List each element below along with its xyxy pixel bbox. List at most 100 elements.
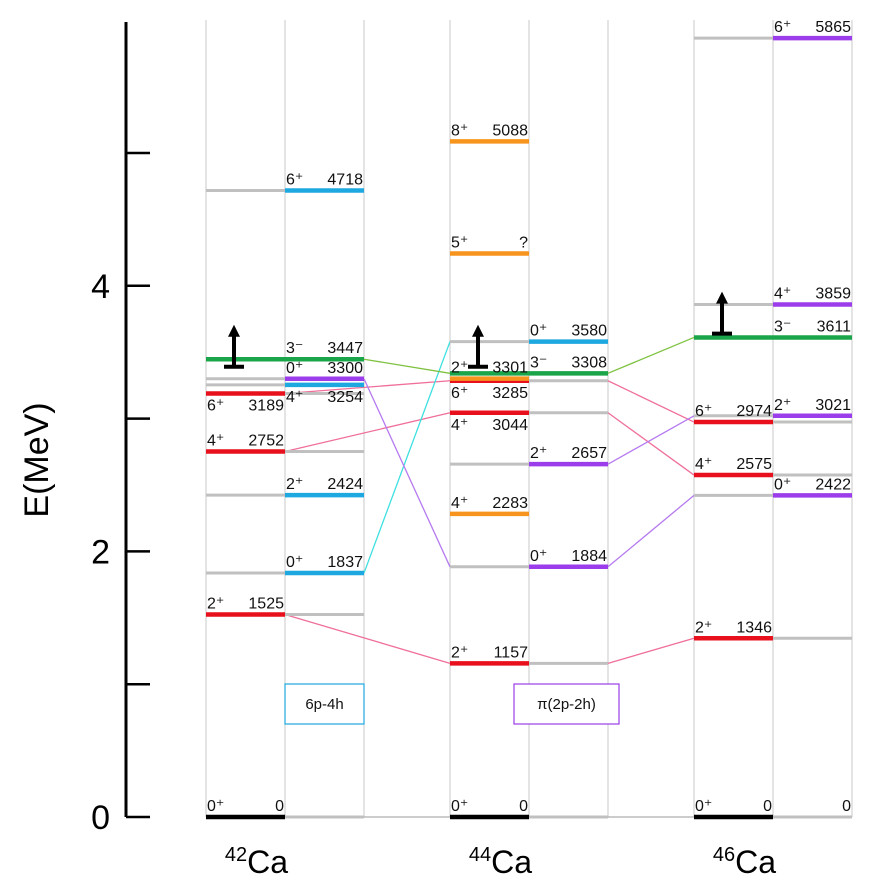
level-energy-label: 0: [519, 798, 528, 815]
level-spin-label: 4⁺: [451, 417, 468, 434]
level-energy-label: 4718: [327, 171, 363, 188]
level-energy-label: 3859: [815, 286, 851, 303]
arrow-head: [716, 291, 728, 304]
connection-line: [363, 378, 451, 568]
level-energy-label: ?: [519, 235, 528, 252]
level-spin-label: 0⁺: [286, 554, 303, 571]
connection-lines: [284, 336, 695, 664]
level-spin-label: 6⁺: [451, 385, 468, 402]
level-energy-label: 2422: [815, 476, 851, 493]
connection-line: [607, 412, 695, 476]
connection-line: [363, 358, 451, 374]
level-spin-label: 0⁺: [451, 798, 468, 815]
connection-line: [607, 637, 695, 664]
configuration-box: [284, 683, 365, 725]
level-energy-label: 2657: [571, 445, 607, 462]
y-axis: 0 2 4: [91, 22, 150, 837]
isotope-mass-number: 42: [225, 844, 247, 866]
level-energy-label: 1157: [494, 644, 529, 661]
level-energy-label: 3254: [327, 389, 363, 406]
level-spin-label: 4⁺: [774, 286, 791, 303]
connection-line: [607, 336, 695, 374]
level-spin-label: 6⁺: [207, 398, 224, 415]
level-spin-label: 2⁺: [207, 595, 224, 612]
level-energy-label: 0: [842, 798, 851, 815]
level-energy-label: 3189: [248, 398, 284, 415]
configuration-box-label: 6p-4h: [305, 696, 343, 713]
level-energy-label: 3447: [327, 340, 363, 357]
isotope-label: 42Ca: [225, 844, 288, 880]
y-tick-label: 2: [91, 533, 110, 571]
level-spin-label: 4⁺: [207, 433, 224, 450]
level-energy-label: 2424: [327, 476, 363, 493]
level-energy-label: 5865: [815, 19, 851, 36]
level-spin-label: 0⁺: [286, 360, 303, 377]
isotope-mass-number: 44: [469, 844, 491, 866]
isotope-label: 46Ca: [713, 844, 776, 880]
level-energy-label: 2575: [736, 456, 772, 473]
connection-line: [284, 412, 451, 453]
level-energy-label: 3301: [492, 360, 528, 377]
level-spin-label: 0⁺: [207, 798, 224, 815]
configuration-box: [513, 683, 620, 725]
level-energy-label: 2283: [492, 495, 528, 512]
y-axis-title: E(MeV): [18, 402, 56, 517]
level-spin-label: 5⁺: [451, 235, 468, 252]
level-spin-label: 3⁻: [774, 318, 791, 335]
level-spin-label: 0⁺: [695, 798, 712, 815]
level-spin-label: 0⁺: [774, 476, 791, 493]
arrow-head: [228, 324, 240, 337]
level-spin-label: 2⁺: [451, 644, 468, 661]
level-energy-label: 0: [763, 798, 772, 815]
level-spin-label: 6⁺: [286, 171, 303, 188]
level-energy-label: 3021: [815, 397, 851, 414]
isotope-element-symbol: Ca: [491, 844, 532, 880]
level-energy-label: 3611: [817, 318, 852, 335]
energy-levels: [206, 35, 852, 820]
level-spin-label: 4⁺: [695, 456, 712, 473]
isotope-element-symbol: Ca: [735, 844, 776, 880]
level-spin-label: 2⁺: [286, 476, 303, 493]
level-energy-label: 1837: [327, 554, 363, 571]
level-spin-label: 0⁺: [530, 323, 547, 340]
level-energy-label: 2974: [736, 403, 772, 420]
level-energy-label: 3285: [492, 385, 528, 402]
isotope-label: 44Ca: [469, 844, 532, 880]
level-energy-label: 5088: [492, 122, 528, 139]
level-spin-label: 4⁺: [286, 389, 303, 406]
level-energy-label: 3300: [327, 360, 363, 377]
isotope-element-symbol: Ca: [247, 844, 288, 880]
level-energy-label: 3308: [571, 354, 607, 371]
level-energy-label: 0: [275, 798, 284, 815]
y-tick-label: 4: [91, 268, 110, 306]
level-spin-label: 8⁺: [451, 122, 468, 139]
connection-line: [607, 494, 695, 568]
level-energy-label: 3044: [492, 417, 528, 434]
arrow-head: [472, 324, 484, 337]
level-spin-label: 2⁺: [451, 360, 468, 377]
level-spin-label: 0⁺: [530, 548, 547, 565]
y-tick-label: 0: [91, 799, 110, 837]
configuration-box-label: π(2p-2h): [537, 696, 596, 713]
level-energy-label: 1525: [248, 595, 284, 612]
level-energy-label: 3580: [571, 323, 607, 340]
level-energy-label: 1884: [571, 548, 607, 565]
connection-line: [363, 341, 451, 574]
level-spin-label: 2⁺: [530, 445, 547, 462]
connection-line: [607, 415, 695, 465]
level-spin-label: 3⁻: [286, 340, 303, 357]
connection-line: [284, 613, 451, 664]
level-spin-label: 6⁺: [774, 19, 791, 36]
isotope-mass-number: 46: [713, 844, 735, 866]
connection-line: [607, 380, 695, 423]
level-spin-label: 4⁺: [451, 495, 468, 512]
level-energy-label: 1346: [736, 619, 772, 636]
level-spin-label: 6⁺: [695, 403, 712, 420]
level-spin-label: 2⁺: [774, 397, 791, 414]
level-energy-label: 2752: [248, 433, 284, 450]
level-spin-label: 3⁻: [530, 354, 547, 371]
level-spin-label: 2⁺: [695, 619, 712, 636]
